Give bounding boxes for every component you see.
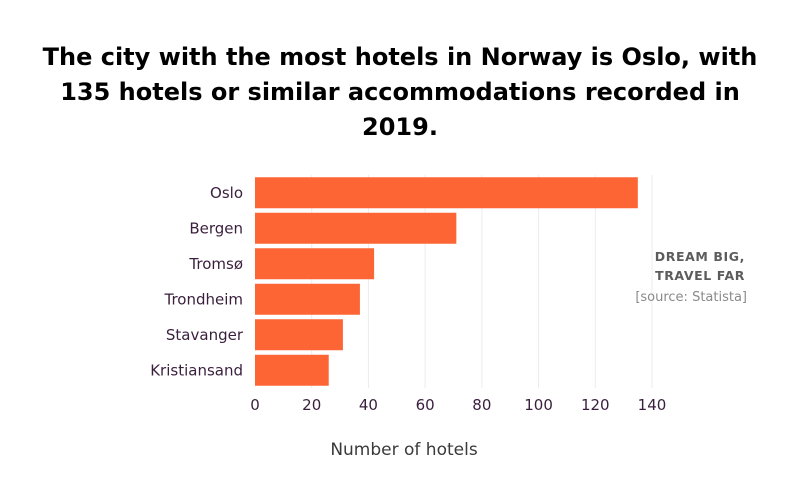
category-labels: Oslo Bergen Tromsø Trondheim Stavanger Kristi… [150, 184, 244, 380]
brand-line-1: DREAM BIG, [654, 249, 745, 264]
chart-title: The city with the most hotels in Norway … [42, 43, 758, 141]
grid-lines [311, 175, 653, 388]
x-tick-0: 0 [250, 396, 260, 414]
x-tick-140: 140 [638, 396, 667, 414]
bar-trondheim [255, 283, 360, 315]
x-tick-100: 100 [524, 396, 553, 414]
x-tick-40: 40 [359, 396, 378, 414]
brand-tagline: DREAM BIG, TRAVEL FAR [600, 247, 745, 285]
category-label-oslo: Oslo [210, 184, 243, 202]
bar-bergen [255, 212, 457, 244]
x-tick-120: 120 [581, 396, 610, 414]
x-tick-labels: 0 20 40 60 80 100 120 140 [250, 396, 666, 414]
bar-tromsø [255, 248, 375, 280]
bar-oslo [255, 177, 638, 209]
category-label-trondheim: Trondheim [163, 290, 243, 308]
category-label-stavanger: Stavanger [166, 326, 244, 344]
brand-line-2: TRAVEL FAR [655, 268, 745, 283]
x-axis-label: Number of hotels [330, 440, 478, 460]
bar-kristiansand [255, 354, 329, 386]
x-tick-60: 60 [416, 396, 435, 414]
bars [255, 177, 638, 386]
bar-stavanger [255, 319, 343, 351]
category-label-bergen: Bergen [189, 219, 243, 237]
source-note: [source: Statista] [635, 290, 747, 305]
x-tick-20: 20 [302, 396, 321, 414]
category-label-tromsø: Tromsø [188, 255, 243, 273]
category-label-kristiansand: Kristiansand [150, 361, 243, 379]
x-tick-80: 80 [472, 396, 491, 414]
